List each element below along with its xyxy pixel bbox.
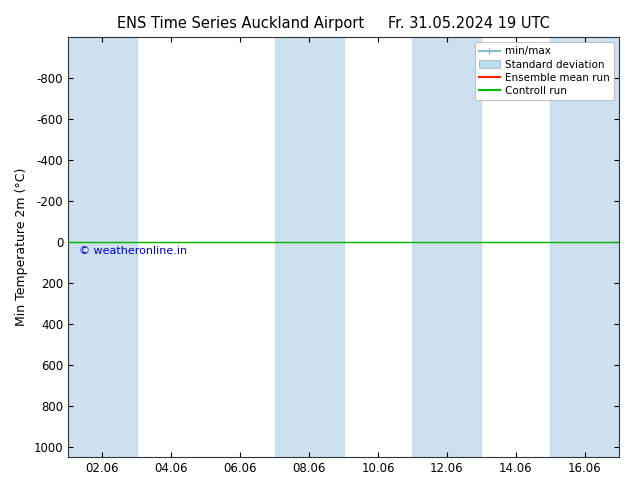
Text: © weatheronline.in: © weatheronline.in	[79, 246, 187, 256]
Bar	[550, 37, 619, 457]
Y-axis label: Min Temperature 2m (°C): Min Temperature 2m (°C)	[15, 168, 28, 326]
Text: Fr. 31.05.2024 19 UTC: Fr. 31.05.2024 19 UTC	[388, 16, 550, 31]
Legend: min/max, Standard deviation, Ensemble mean run, Controll run: min/max, Standard deviation, Ensemble me…	[475, 42, 614, 100]
Bar	[275, 37, 344, 457]
Text: ENS Time Series Auckland Airport: ENS Time Series Auckland Airport	[117, 16, 365, 31]
Bar	[412, 37, 481, 457]
Bar	[68, 37, 137, 457]
